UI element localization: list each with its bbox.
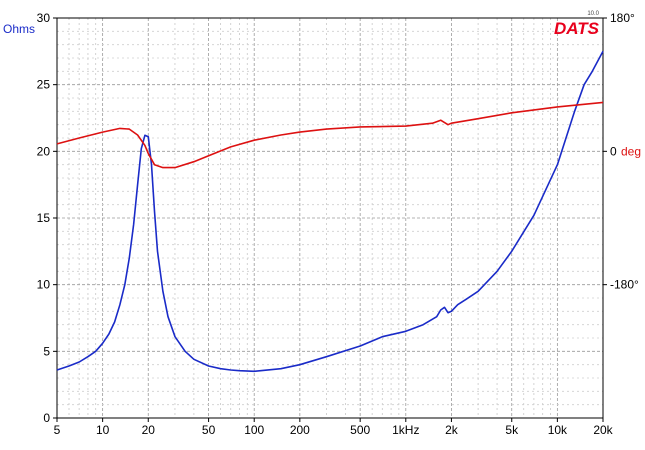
x-tick-label: 2k [445, 423, 459, 437]
impedance-line [56, 50, 604, 373]
x-tick-label: 200 [290, 423, 310, 437]
y-right-axis-label: deg [621, 144, 641, 158]
y-left-tick-label: 5 [43, 344, 50, 358]
y-right-tick-label: -180° [610, 278, 639, 292]
x-tick-label: 500 [350, 423, 370, 437]
x-axis-ticks: 5 10 20 50 100 200 500 1kHz 2k 5k 10k 20k [54, 418, 614, 437]
x-tick-label: 1kHz [392, 423, 419, 437]
x-tick-label: 10k [548, 423, 568, 437]
y-right-tick-label: 0 [610, 144, 617, 158]
y-right-tick-label: 180° [610, 11, 635, 25]
x-tick-label: 10 [96, 423, 110, 437]
y-left-tick-label: 10 [37, 278, 51, 292]
y-left-tick-label: 20 [37, 144, 51, 158]
version-label: 10.0 [587, 11, 599, 17]
x-tick-label: 20k [593, 423, 613, 437]
grid [57, 18, 603, 418]
y-left-axis-label: Ohms [3, 22, 35, 36]
y-left-tick-label: 25 [37, 78, 51, 92]
x-tick-label: 100 [244, 423, 264, 437]
x-tick-label: 20 [142, 423, 156, 437]
dats-logo: DATS [554, 19, 600, 38]
y-left-axis-ticks: 0 5 10 15 20 25 30 [37, 11, 57, 425]
x-tick-label: 5k [505, 423, 519, 437]
phase-line [56, 101, 604, 169]
x-tick-label: 50 [202, 423, 216, 437]
y-left-tick-label: 30 [37, 11, 51, 25]
y-left-tick-label: 15 [37, 211, 51, 225]
x-tick-label: 5 [54, 423, 61, 437]
series-layer [56, 50, 604, 373]
y-left-tick-label: 0 [43, 411, 50, 425]
y-right-axis-ticks: 180° 0 -180° [603, 11, 639, 292]
